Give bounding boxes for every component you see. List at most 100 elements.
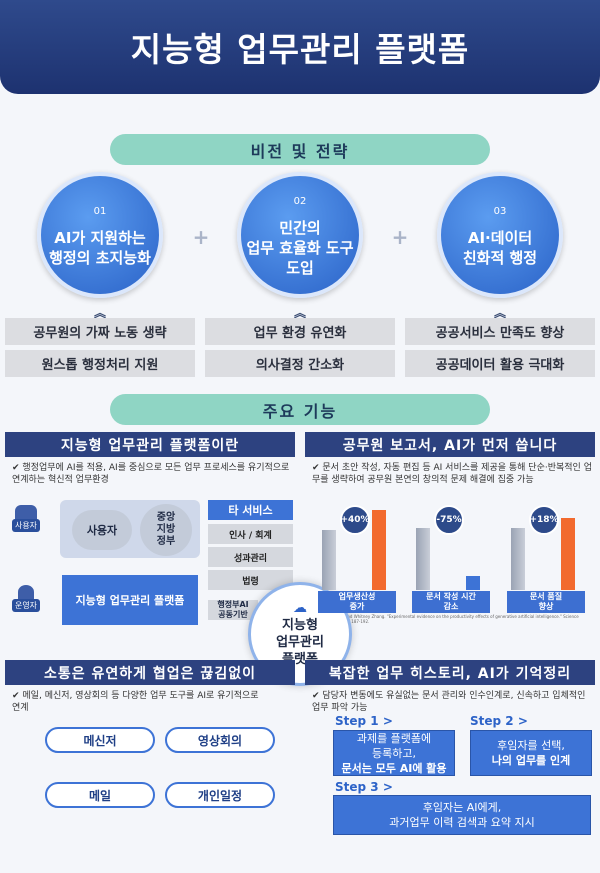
panel-title: 소통은 유연하게 협업은 끊김없이 bbox=[5, 660, 295, 685]
step-label: Step 3 > bbox=[335, 780, 393, 794]
change-badge: +18% bbox=[529, 505, 559, 535]
plus: + bbox=[391, 225, 409, 249]
panel-desc: ✔ 행정업무에 AI를 적용, AI를 중심으로 모든 업무 프로세스를 유기적… bbox=[12, 463, 290, 485]
bar-before bbox=[322, 530, 336, 590]
effect-label-line: 증가 bbox=[349, 602, 365, 611]
service: 성과관리 bbox=[208, 547, 293, 567]
bar-after bbox=[466, 576, 480, 590]
cloud-icon: ☁ bbox=[293, 600, 307, 616]
step-line: 후임자를 선택, bbox=[497, 739, 565, 752]
base-line: 공동기반 bbox=[218, 610, 248, 619]
source: Noy, Shakked, and Whitney Zhang. "Experi… bbox=[315, 614, 579, 624]
step-line: 등록하고, bbox=[372, 746, 416, 760]
pillar-line: 도입 bbox=[286, 259, 314, 277]
pillar-line: 친화적 행정 bbox=[462, 249, 538, 267]
base-box: 행정부AI 공동기반 bbox=[208, 600, 258, 620]
step-box: 과제를 플랫폼에 등록하고, 문서는 모두 AI에 활용 bbox=[333, 730, 455, 776]
change-badge: -75% bbox=[434, 505, 464, 535]
gov-line: 중앙 bbox=[156, 512, 176, 523]
features-title: 주요 기능 bbox=[110, 394, 490, 425]
panel-desc: ✔ 담당자 변동에도 유실없는 문서 관리와 인수인계로, 신속하고 입체적인 … bbox=[312, 691, 586, 713]
pillar-line: 행정의 초지능화 bbox=[49, 249, 151, 267]
pillar-item: 의사결정 간소화 bbox=[205, 350, 395, 377]
panel-desc: ✔ 메일, 메신저, 영상회의 등 다양한 업무 도구를 AI로 유기적으로 연… bbox=[12, 691, 259, 713]
user-box: 사용자 bbox=[72, 510, 132, 550]
panel-title: 복잡한 업무 히스토리, AI가 기억정리 bbox=[305, 660, 595, 685]
step-line: 과제를 플랫폼에 bbox=[356, 731, 432, 745]
icon-shape bbox=[18, 585, 34, 599]
step-label: Step 1 > bbox=[335, 714, 393, 728]
step-line: 과거업무 이력 검색과 요약 지시 bbox=[389, 816, 535, 829]
desc-text: 메일, 메신저, 영상회의 등 다양한 업무 도구를 AI로 유기적으로 연계 bbox=[12, 691, 259, 713]
step-box: 후임자를 선택, 나의 업무를 인계 bbox=[470, 730, 592, 776]
icon-label: 사용자 bbox=[11, 519, 41, 532]
step-line: 문서는 모두 AI에 활용 bbox=[341, 761, 447, 775]
tool: 영상회의 bbox=[165, 727, 275, 753]
change-badge: +40% bbox=[340, 505, 370, 535]
desc-text: 담당자 변동에도 유실없는 문서 관리와 인수인계로, 신속하고 입체적인 업무… bbox=[312, 691, 586, 713]
service: 인사 / 회계 bbox=[208, 524, 293, 544]
base-line: 행정부AI bbox=[217, 600, 249, 609]
desc-text: 문서 초안 작성, 자동 편집 등 AI 서비스를 제공을 통해 단순·반복적인… bbox=[312, 463, 592, 485]
desc-text: 행정업무에 AI를 적용, AI를 중심으로 모든 업무 프로세스를 유기적으로… bbox=[12, 463, 290, 485]
icon-shape bbox=[15, 505, 37, 519]
pillar-item: 원스톱 행정처리 지원 bbox=[5, 350, 195, 377]
bar-before bbox=[511, 528, 525, 590]
step-line: 후임자는 AI에게, bbox=[422, 801, 502, 814]
pillar-line: AI가 지원하는 bbox=[54, 229, 146, 247]
effect-label-line: 감소 bbox=[443, 602, 459, 611]
bar-after bbox=[561, 518, 575, 590]
tool: 메신저 bbox=[45, 727, 155, 753]
gov-line: 정부 bbox=[156, 536, 176, 547]
user-icon: 사용자 bbox=[8, 505, 44, 532]
tool: 개인일정 bbox=[165, 782, 275, 808]
pillar-number: 03 bbox=[493, 206, 507, 217]
pillar-line: 민간의 bbox=[279, 219, 321, 237]
effect-label-line: 문서 작성 시간 bbox=[426, 592, 476, 601]
chevron: ︽ bbox=[493, 306, 506, 320]
tool: 메일 bbox=[45, 782, 155, 808]
effect-label-line: 문서 품질 bbox=[529, 592, 563, 601]
effect-label-line: 향상 bbox=[538, 602, 554, 611]
pillar-number: 02 bbox=[293, 196, 307, 207]
chevron: ︽ bbox=[93, 306, 106, 320]
service: 법령 bbox=[208, 570, 293, 590]
step-label: Step 2 > bbox=[470, 714, 528, 728]
panel-title: 지능형 업무관리 플랫폼이란 bbox=[5, 432, 295, 457]
center-line: 지능형 bbox=[282, 618, 318, 633]
chevron: ︽ bbox=[293, 306, 306, 320]
pillar-item: 공공서비스 만족도 향상 bbox=[405, 318, 595, 345]
bar-after bbox=[372, 510, 386, 590]
bar-before bbox=[416, 528, 430, 590]
step-box: 후임자는 AI에게, 과거업무 이력 검색과 요약 지시 bbox=[333, 795, 591, 835]
admin-icon: 운영자 bbox=[8, 585, 44, 612]
vision-title: 비전 및 전략 bbox=[110, 134, 490, 165]
pillar-line: 업무 효율화 도구 bbox=[246, 239, 354, 257]
pillar-item: 업무 환경 유연화 bbox=[205, 318, 395, 345]
step-line: 나의 업무를 인계 bbox=[491, 754, 571, 767]
effect-label: 업무생산성 증가 bbox=[318, 591, 396, 613]
pillar-number: 01 bbox=[93, 206, 107, 217]
effect-label: 문서 작성 시간 감소 bbox=[412, 591, 490, 613]
pillar-item: 공공데이터 활용 극대화 bbox=[405, 350, 595, 377]
effect-label-line: 업무생산성 bbox=[338, 592, 376, 601]
plus: + bbox=[192, 225, 210, 249]
services-title: 타 서비스 bbox=[208, 500, 293, 520]
panel-desc: ✔ 문서 초안 작성, 자동 편집 등 AI 서비스를 제공을 통해 단순·반복… bbox=[312, 463, 592, 485]
center-line: 업무관리 bbox=[276, 635, 324, 650]
gov-box: 중앙 지방 정부 bbox=[140, 504, 192, 556]
icon-label: 운영자 bbox=[11, 599, 41, 612]
header-title: 지능형 업무관리 플랫폼 bbox=[0, 0, 600, 94]
pillar-line: AI·데이터 bbox=[467, 229, 533, 247]
platform-box: 지능형 업무관리 플랫폼 bbox=[62, 575, 198, 625]
gov-line: 지방 bbox=[156, 524, 176, 535]
effect-label: 문서 품질 향상 bbox=[507, 591, 585, 613]
panel-title: 공무원 보고서, AI가 먼저 씁니다 bbox=[305, 432, 595, 457]
pillar-item: 공무원의 가짜 노동 생략 bbox=[5, 318, 195, 345]
